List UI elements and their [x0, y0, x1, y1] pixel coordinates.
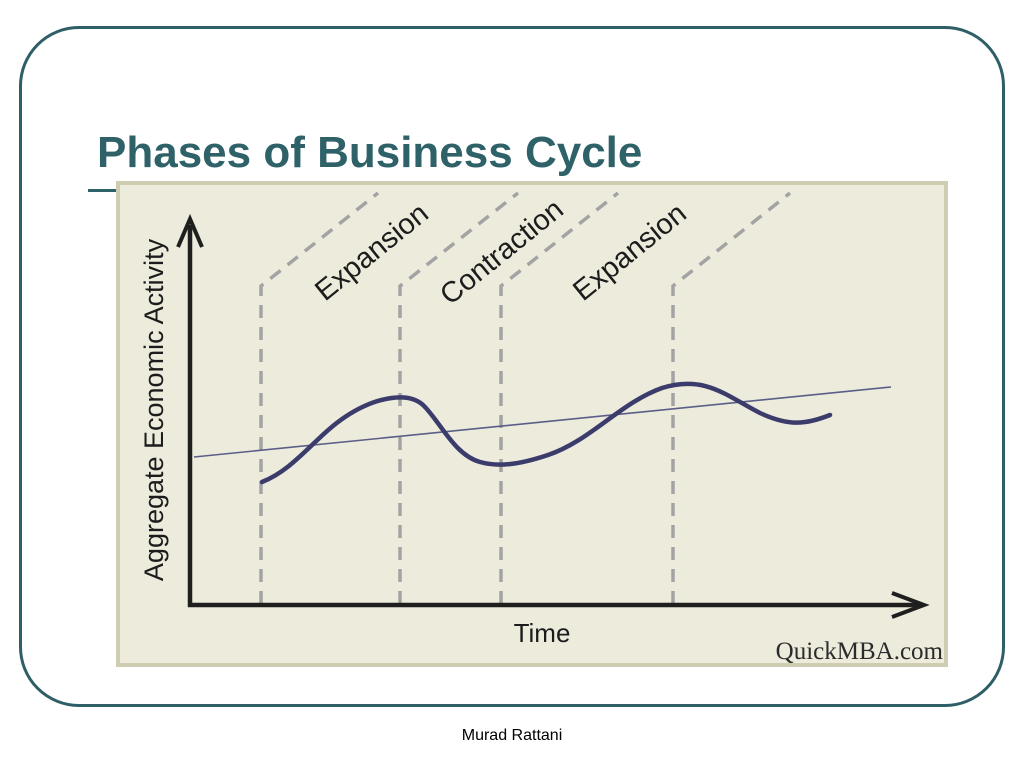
x-axis-label: Time	[514, 618, 571, 648]
business-cycle-diagram: Aggregate Economic Activity Time Expansi…	[116, 181, 948, 667]
slide-footer: Murad Rattani	[461, 727, 563, 744]
y-axis-label: Aggregate Economic Activity	[139, 238, 169, 581]
slide-frame	[19, 26, 1005, 707]
y-axis-arrow-icon	[176, 213, 204, 248]
slide-title: Phases of Business Cycle	[97, 128, 643, 177]
phase-divider-4	[671, 191, 792, 604]
x-axis-arrow-icon	[891, 591, 930, 619]
title-underline	[88, 189, 120, 192]
business-cycle-curve	[259, 381, 833, 485]
phase-divider-1	[259, 191, 380, 604]
phase-label-expansion-1: Expansion	[309, 197, 434, 307]
phase-divider-3	[499, 191, 620, 604]
phase-divider-2	[398, 191, 520, 604]
business-cycle-svg: Aggregate Economic Activity Time Expansi…	[139, 191, 944, 663]
quickmba-watermark: QuickMBA.com	[776, 638, 944, 663]
